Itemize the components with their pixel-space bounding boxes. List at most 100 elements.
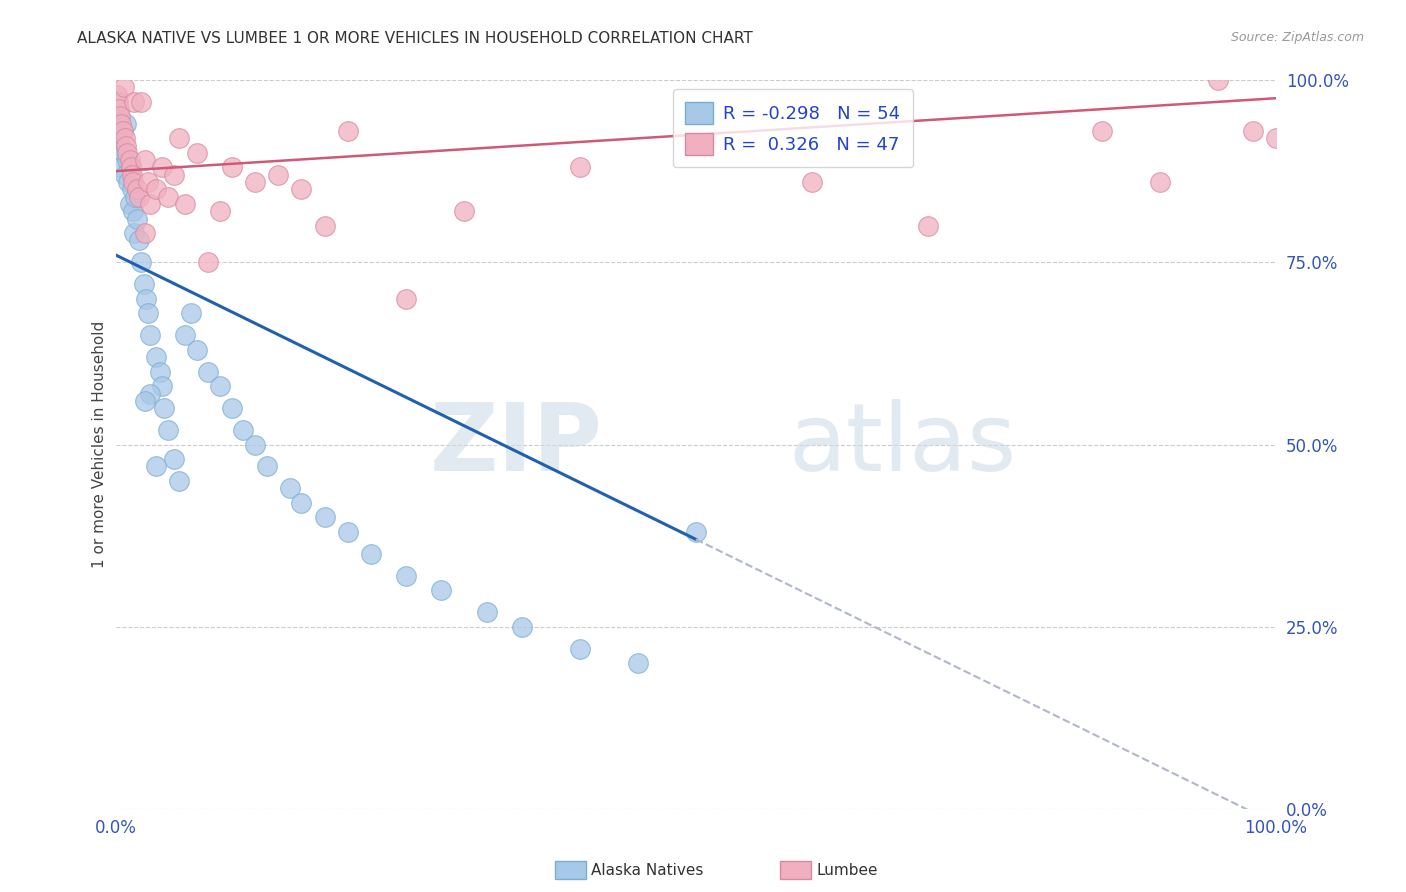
Point	[290, 496, 312, 510]
Point	[111, 124, 134, 138]
Point	[156, 189, 179, 203]
Point	[1091, 124, 1114, 138]
Point	[139, 386, 162, 401]
Point	[197, 365, 219, 379]
Point	[122, 175, 145, 189]
Point	[153, 401, 176, 416]
Point	[105, 87, 128, 102]
Point	[174, 328, 197, 343]
Point	[180, 306, 202, 320]
Point	[510, 620, 533, 634]
Point	[115, 138, 138, 153]
Point	[121, 182, 143, 196]
Point	[110, 110, 132, 124]
Point	[139, 197, 162, 211]
Point	[174, 197, 197, 211]
Point	[118, 197, 141, 211]
Point	[1149, 175, 1171, 189]
Text: Source: ZipAtlas.com: Source: ZipAtlas.com	[1230, 31, 1364, 45]
Point	[568, 161, 591, 175]
Point	[163, 452, 186, 467]
Point	[232, 423, 254, 437]
Point	[128, 189, 150, 203]
Point	[110, 161, 132, 175]
Point	[114, 131, 136, 145]
Point	[169, 474, 191, 488]
Point	[453, 204, 475, 219]
Y-axis label: 1 or more Vehicles in Household: 1 or more Vehicles in Household	[93, 321, 107, 568]
Point	[221, 401, 243, 416]
Point	[395, 292, 418, 306]
Point	[108, 102, 131, 116]
Point	[149, 365, 172, 379]
Point	[360, 547, 382, 561]
Point	[169, 131, 191, 145]
Point	[475, 605, 498, 619]
Point	[429, 583, 451, 598]
Point	[136, 306, 159, 320]
Point	[336, 124, 359, 138]
Point	[121, 168, 143, 182]
Text: ZIP: ZIP	[430, 399, 603, 491]
Point	[1265, 131, 1288, 145]
Point	[107, 131, 129, 145]
Point	[134, 226, 156, 240]
Point	[108, 110, 131, 124]
Point	[163, 168, 186, 182]
Legend: R = -0.298   N = 54, R =  0.326   N = 47: R = -0.298 N = 54, R = 0.326 N = 47	[673, 89, 912, 168]
Text: Alaska Natives: Alaska Natives	[591, 863, 703, 878]
Point	[209, 379, 232, 393]
Point	[243, 175, 266, 189]
Point	[112, 80, 135, 95]
Point	[243, 437, 266, 451]
Point	[122, 226, 145, 240]
Point	[135, 292, 157, 306]
Point	[1241, 124, 1264, 138]
Point	[112, 145, 135, 160]
Point	[627, 657, 650, 671]
Point	[124, 189, 146, 203]
Point	[145, 350, 167, 364]
Point	[118, 153, 141, 168]
Point	[117, 145, 139, 160]
Point	[117, 153, 139, 168]
Point	[156, 423, 179, 437]
Point	[134, 393, 156, 408]
Point	[114, 168, 136, 182]
Text: atlas: atlas	[789, 399, 1017, 491]
Text: ALASKA NATIVE VS LUMBEE 1 OR MORE VEHICLES IN HOUSEHOLD CORRELATION CHART: ALASKA NATIVE VS LUMBEE 1 OR MORE VEHICL…	[77, 31, 754, 46]
Point	[568, 641, 591, 656]
Text: Lumbee: Lumbee	[817, 863, 879, 878]
Point	[395, 569, 418, 583]
Point	[117, 175, 139, 189]
Point	[132, 277, 155, 292]
Point	[685, 524, 707, 539]
Point	[125, 182, 148, 196]
Point	[150, 379, 173, 393]
Point	[134, 153, 156, 168]
Point	[186, 145, 208, 160]
Point	[917, 219, 939, 233]
Point	[107, 95, 129, 109]
Point	[115, 117, 138, 131]
Point	[336, 524, 359, 539]
Point	[267, 168, 290, 182]
Point	[129, 255, 152, 269]
Point	[314, 510, 336, 524]
Point	[125, 211, 148, 226]
Point	[150, 161, 173, 175]
Point	[145, 182, 167, 196]
Point	[120, 161, 142, 175]
Point	[800, 175, 823, 189]
Point	[290, 182, 312, 196]
Point	[314, 219, 336, 233]
Point	[186, 343, 208, 357]
Point	[139, 328, 162, 343]
Point	[209, 204, 232, 219]
Point	[122, 204, 145, 219]
Point	[110, 138, 132, 153]
Point	[136, 175, 159, 189]
Point	[256, 459, 278, 474]
Point	[129, 95, 152, 109]
Point	[278, 481, 301, 495]
